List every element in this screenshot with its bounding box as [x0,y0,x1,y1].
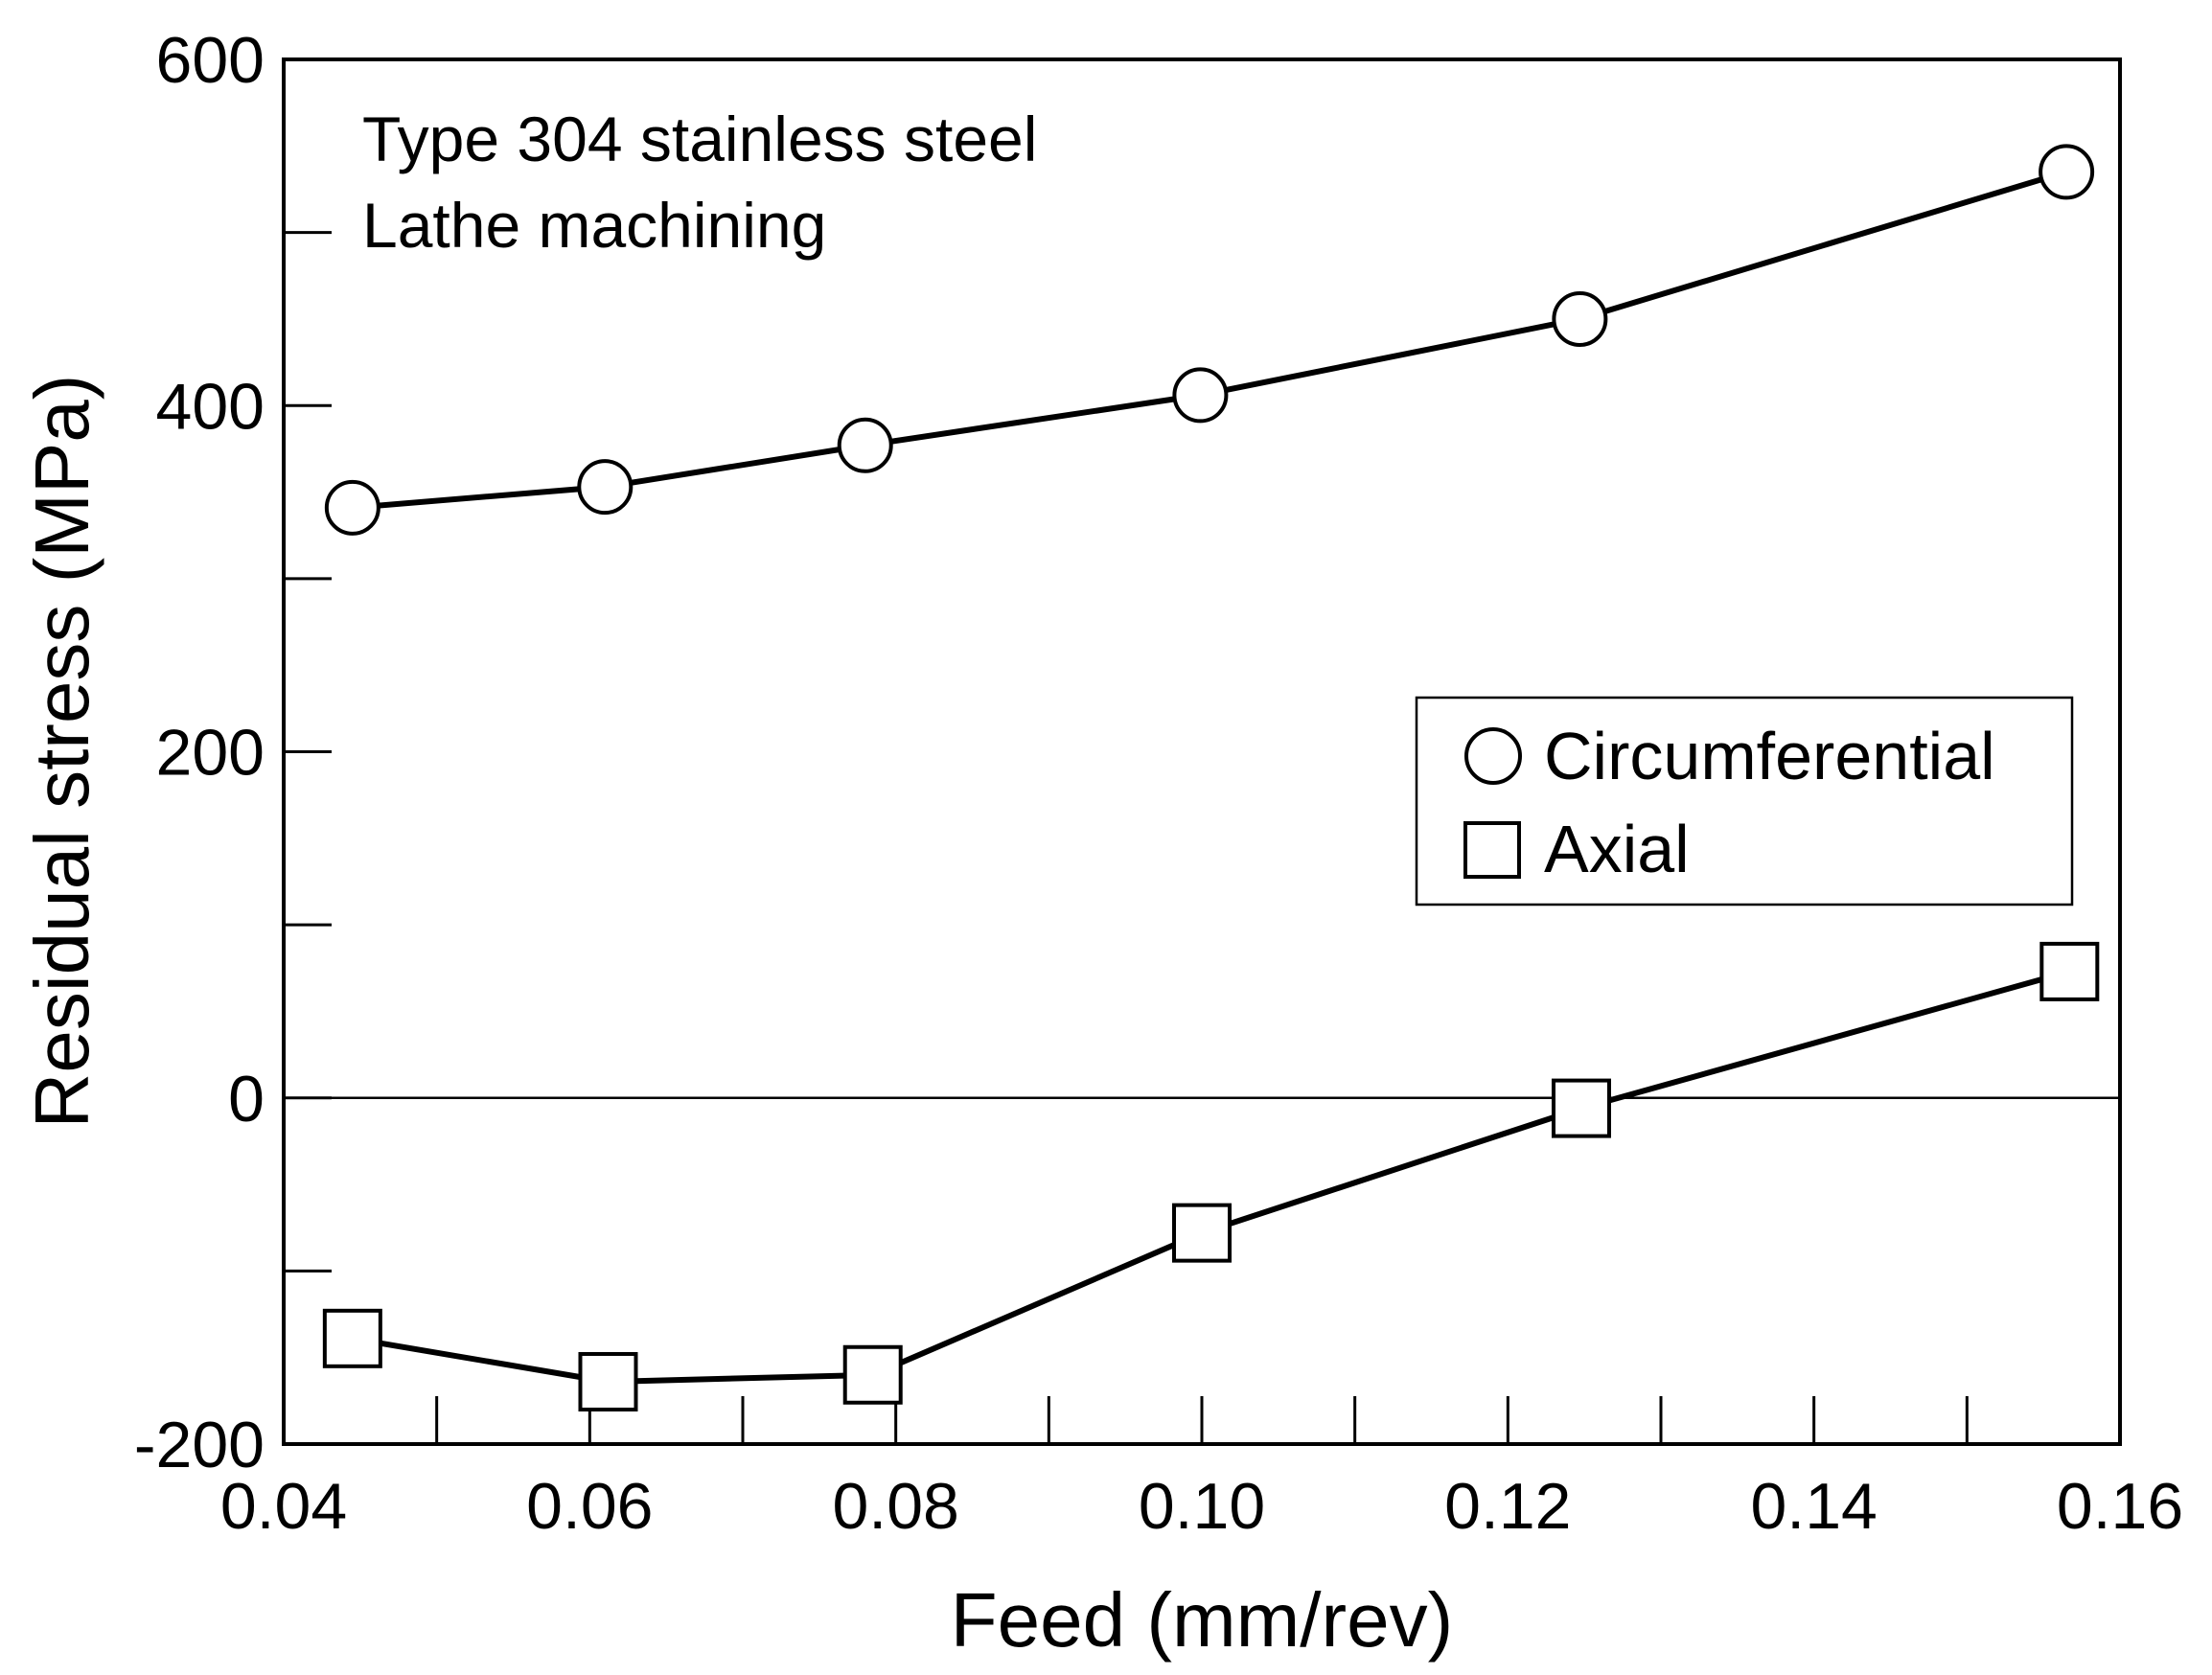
data-point-axial [1551,1078,1611,1138]
y-tick-label: 200 [156,717,265,790]
series-markers [322,144,2100,1411]
legend-circle-marker [1464,727,1522,785]
series-line-circumferential [352,169,2067,511]
x-tick-label: 0.06 [526,1470,653,1543]
x-tick-label: 0.04 [220,1470,347,1543]
data-point-axial [2039,941,2100,1001]
x-tick-label: 0.12 [1444,1470,1571,1543]
legend-label-axial: Axial [1544,812,1690,886]
x-tick-label: 0.10 [1139,1470,1265,1543]
axis-ticks [282,57,2122,1446]
data-point-circumferential [837,417,893,473]
x-tick-label: 0.08 [832,1470,958,1543]
data-point-circumferential [324,479,380,536]
x-axis-title: Feed (mm/rev) [951,1577,1454,1663]
legend-label-circumferential: Circumferential [1544,719,1995,793]
y-axis-title: Residual stress (MPa) [19,375,104,1129]
legend-square-marker [1463,821,1521,879]
y-tick-label: 0 [228,1063,265,1136]
y-tick-label: -200 [134,1409,265,1481]
data-point-circumferential [1552,290,1608,347]
x-tick-label: 0.16 [2057,1470,2183,1543]
series-line-axial [352,969,2071,1385]
y-tick-label: 600 [156,24,265,97]
data-point-circumferential [1172,367,1229,424]
data-point-axial [578,1351,638,1411]
y-tick-label: 400 [156,370,265,443]
annotation-material: Type 304 stainless steel [362,103,1037,174]
data-point-circumferential [577,459,634,516]
data-point-axial [842,1344,903,1405]
series-lines [352,169,2071,1385]
legend: Circumferential Axial [1415,696,2074,906]
data-point-circumferential [2039,144,2095,200]
legend-box [1415,696,2074,906]
x-tick-label: 0.14 [1750,1470,1877,1543]
data-point-axial [1172,1203,1232,1263]
annotation-process: Lathe machining [362,190,826,261]
tick-labels: 0.04 0.06 0.08 0.10 0.12 0.14 0.16 -200 0 200 400 6… [134,24,2183,1543]
data-point-axial [322,1308,382,1368]
